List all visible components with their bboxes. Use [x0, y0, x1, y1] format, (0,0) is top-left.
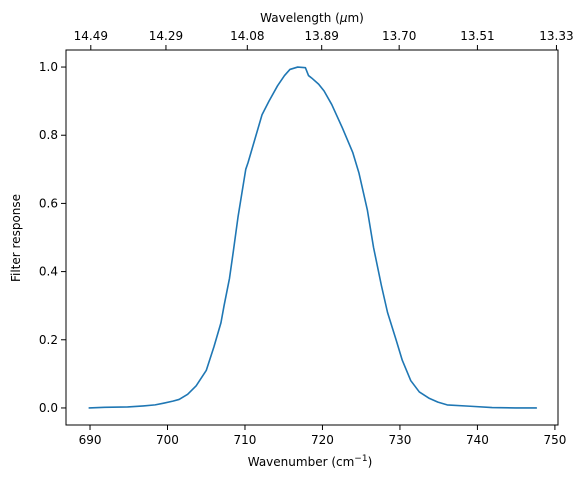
- x-tick-label: 720: [311, 433, 334, 447]
- top-x-axis-ticks: 14.49 14.29 14.08 13.89 13.70 13.51 13.33: [74, 29, 574, 50]
- y-tick-label: 0.0: [39, 401, 58, 415]
- y-tick-label: 0.6: [39, 196, 58, 210]
- top-x-tick-label: 13.33: [539, 29, 573, 43]
- x-axis-ticks: 690 700 710 720 730 740 750: [79, 425, 566, 447]
- series-layer: [88, 66, 538, 409]
- x-tick-label: 750: [543, 433, 566, 447]
- top-x-tick-label: 13.70: [382, 29, 416, 43]
- top-x-axis-title: Wavelength (μm): [260, 11, 364, 25]
- top-x-tick-label: 14.29: [149, 29, 183, 43]
- series-line-0: [88, 66, 538, 409]
- x-tick-label: 710: [234, 433, 257, 447]
- y-tick-label: 0.8: [39, 128, 58, 142]
- x-tick-label: 700: [156, 433, 179, 447]
- y-tick-label: 0.2: [39, 333, 58, 347]
- top-x-tick-label: 14.49: [74, 29, 108, 43]
- y-tick-label: 1.0: [39, 60, 58, 74]
- y-axis-ticks: 0.0 0.2 0.4 0.6 0.8 1.0: [39, 60, 66, 415]
- top-x-tick-label: 13.51: [460, 29, 494, 43]
- x-tick-label: 740: [466, 433, 489, 447]
- plot-frame: [65, 49, 559, 426]
- x-tick-label: 730: [388, 433, 411, 447]
- x-axis-title: Wavenumber (cm−1): [248, 454, 373, 469]
- plot-area: [66, 50, 558, 425]
- top-x-tick-label: 13.89: [305, 29, 339, 43]
- top-x-tick-label: 14.08: [230, 29, 264, 43]
- y-axis-title: Filter response: [9, 194, 23, 282]
- x-tick-label: 690: [79, 433, 102, 447]
- y-tick-label: 0.4: [39, 265, 58, 279]
